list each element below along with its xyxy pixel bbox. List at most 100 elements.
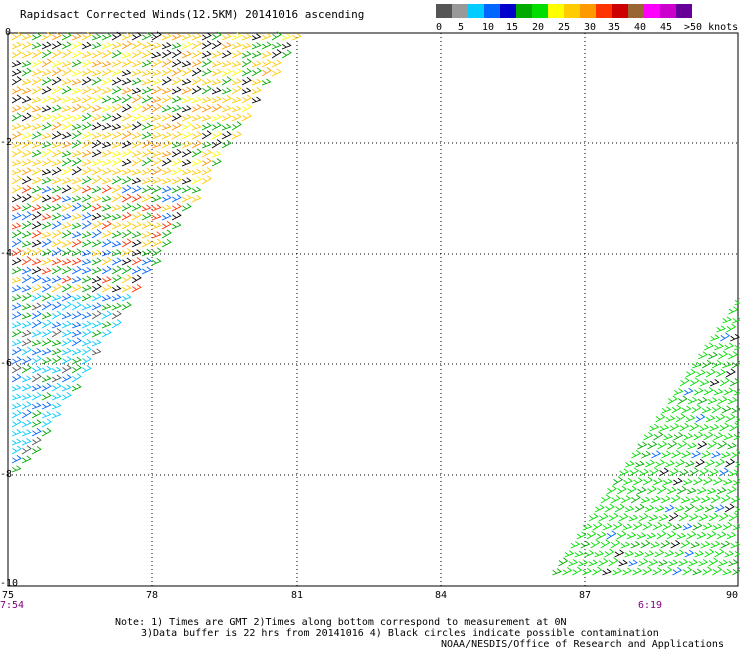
wind-barb (141, 185, 152, 194)
wind-barb (11, 339, 22, 347)
wind-barb (201, 157, 212, 167)
wind-barb (683, 387, 694, 396)
wind-barb (594, 504, 605, 513)
wind-barb (131, 274, 142, 284)
wind-barb (21, 112, 32, 122)
wind-barb (676, 532, 687, 540)
wind-barb (21, 202, 32, 212)
lon-tick-label: 87 (579, 590, 592, 601)
wind-barb (708, 512, 719, 522)
wind-barb (201, 167, 212, 176)
wind-barb (141, 86, 152, 95)
wind-barb (694, 550, 705, 558)
wind-barb (21, 401, 32, 410)
legend-label: 20 (532, 22, 545, 33)
wind-barb (61, 275, 72, 284)
wind-barb (151, 131, 162, 140)
wind-barb (141, 157, 152, 167)
wind-barb (81, 51, 92, 59)
wind-barb (151, 257, 162, 266)
wind-barb (91, 329, 102, 338)
wind-barb (81, 194, 92, 203)
legend-swatch (644, 4, 660, 18)
wind-barb (151, 157, 162, 167)
wind-barb (81, 86, 92, 95)
wind-barb (181, 78, 192, 86)
wind-barb (723, 387, 734, 396)
wind-barb (51, 310, 62, 320)
wind-barb (141, 59, 152, 68)
wind-barb (121, 148, 132, 158)
wind-barb (131, 150, 142, 158)
wind-barb (71, 184, 82, 194)
wind-barb (11, 130, 22, 140)
wind-barb (141, 78, 152, 86)
wind-barb (211, 130, 222, 140)
wind-barb (658, 514, 669, 522)
wind-barb (700, 541, 711, 549)
legend-label: 15 (506, 22, 519, 33)
wind-barb (101, 321, 112, 329)
wind-barb (41, 248, 52, 257)
wind-barb (171, 221, 182, 230)
wind-barb (101, 41, 112, 50)
wind-barb (11, 429, 22, 437)
wind-barb (231, 60, 242, 68)
wind-barb (101, 230, 112, 239)
wind-barb (614, 503, 625, 513)
wind-barb (61, 203, 72, 212)
wind-barb (662, 478, 673, 486)
wind-barb (131, 168, 142, 176)
wind-barb (723, 478, 733, 486)
wind-barb (231, 105, 242, 113)
wind-barb (111, 41, 122, 50)
wind-barb (679, 468, 689, 477)
wind-barb (231, 32, 242, 41)
wind-barb (91, 266, 102, 275)
wind-barb (131, 140, 142, 149)
wind-barb (11, 112, 22, 122)
wind-barb (706, 530, 717, 540)
wind-barb (606, 530, 617, 540)
wind-barb (31, 185, 42, 194)
wind-barb (131, 177, 142, 185)
wind-barb (221, 76, 232, 86)
wind-barb (31, 42, 42, 50)
wind-barb (211, 78, 222, 86)
wind-barb (41, 122, 52, 131)
wind-barb (151, 78, 162, 86)
wind-barb (111, 95, 122, 104)
wind-barb (734, 343, 740, 351)
wind-barb (51, 382, 62, 392)
wind-barb (161, 94, 172, 104)
wind-barb (231, 131, 242, 140)
wind-barb (81, 121, 92, 131)
wind-barb (11, 276, 22, 284)
wind-barb (131, 121, 142, 131)
wind-barb (51, 411, 62, 419)
wind-barb (161, 76, 172, 86)
wind-barb (71, 166, 82, 176)
wind-barb (679, 422, 690, 432)
wind-barb (221, 113, 232, 122)
wind-barb (31, 365, 42, 374)
wind-barb (151, 166, 162, 176)
wind-barb (241, 50, 252, 59)
wind-barb (31, 347, 42, 356)
wind-barb (624, 550, 635, 558)
wind-barb (101, 77, 112, 86)
wind-barb (161, 140, 172, 149)
wind-barb (652, 477, 663, 486)
wind-barb (712, 566, 723, 576)
wind-barb (201, 78, 212, 86)
legend-swatch (628, 4, 644, 18)
wind-barb (141, 114, 152, 122)
wind-barb (231, 96, 242, 104)
wind-barb (211, 158, 222, 167)
wind-barb (111, 294, 122, 302)
wind-barb (31, 292, 42, 302)
legend-swatch (596, 4, 612, 18)
wind-barb (161, 238, 172, 248)
wind-barb (241, 42, 252, 50)
wind-barb (717, 440, 728, 450)
